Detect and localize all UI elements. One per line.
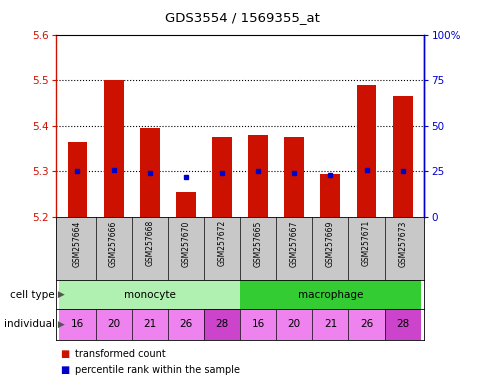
Text: 26: 26 [359,319,372,329]
Text: 21: 21 [323,319,336,329]
Bar [59,309,95,340]
Bar [67,142,87,217]
Bar [240,309,276,340]
Text: GSM257667: GSM257667 [289,220,298,266]
Bar [176,192,196,217]
Text: ▶: ▶ [55,290,64,299]
Text: 26: 26 [179,319,192,329]
Text: GSM257669: GSM257669 [325,220,334,266]
Bar [392,96,412,217]
Bar [203,309,240,340]
Text: 28: 28 [215,319,228,329]
Text: 20: 20 [107,319,120,329]
Text: 21: 21 [143,319,156,329]
Bar [312,309,348,340]
Text: GDS3554 / 1569355_at: GDS3554 / 1569355_at [165,12,319,25]
Text: 20: 20 [287,319,300,329]
Text: GSM257670: GSM257670 [181,220,190,266]
Text: ■: ■ [60,349,70,359]
Bar [139,128,159,217]
Text: GSM257668: GSM257668 [145,220,154,266]
Text: cell type: cell type [10,290,55,300]
Bar [320,174,340,217]
Text: macrophage: macrophage [297,290,363,300]
Text: transformed count: transformed count [75,349,166,359]
Text: GSM257664: GSM257664 [73,220,82,266]
Text: GSM257671: GSM257671 [362,220,370,266]
Bar [59,280,240,309]
Bar [384,309,420,340]
Text: ▶: ▶ [55,320,64,329]
Bar [248,135,268,217]
Text: 28: 28 [395,319,408,329]
Bar [131,309,167,340]
Text: 16: 16 [71,319,84,329]
Bar [276,309,312,340]
Bar [284,137,303,217]
Text: GSM257672: GSM257672 [217,220,226,266]
Text: monocyte: monocyte [123,290,175,300]
Text: GSM257665: GSM257665 [253,220,262,266]
Bar [240,280,420,309]
Text: ■: ■ [60,365,70,375]
Text: percentile rank within the sample: percentile rank within the sample [75,365,240,375]
Bar [348,309,384,340]
Text: individual: individual [4,319,55,329]
Bar [104,80,123,217]
Text: GSM257666: GSM257666 [109,220,118,266]
Text: GSM257673: GSM257673 [397,220,407,266]
Bar [212,137,231,217]
Bar [356,85,376,217]
Bar [167,309,203,340]
Text: 16: 16 [251,319,264,329]
Bar [95,309,131,340]
